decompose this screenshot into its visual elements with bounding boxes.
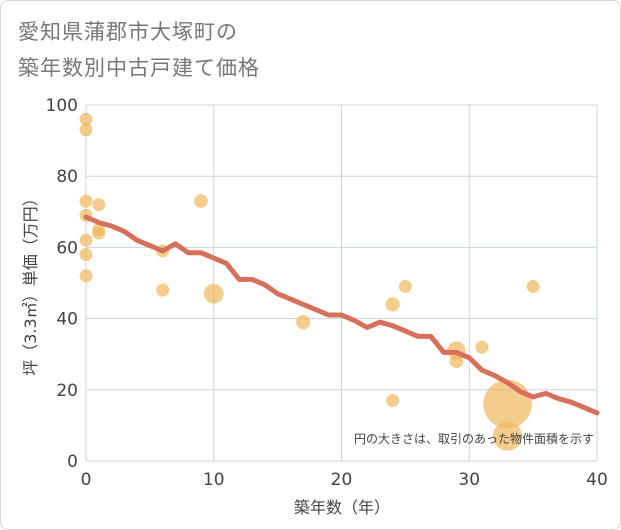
x-tick-label: 20 (331, 470, 353, 490)
chart-title: 愛知県蒲郡市大塚町の 築年数別中古戸建て価格 (18, 14, 260, 86)
data-point (526, 280, 540, 294)
x-tick-label: 30 (458, 470, 480, 490)
y-tick-label: 80 (56, 167, 78, 187)
data-points (79, 112, 540, 451)
data-point (194, 194, 208, 208)
y-tick-label: 60 (56, 238, 78, 258)
size-note: 円の大きさは、取引のあった物件面積を示す (354, 431, 594, 446)
y-tick-label: 40 (56, 310, 78, 330)
data-point (79, 112, 93, 126)
y-axis-label: 坪（3.3㎡）単価（万円） (21, 190, 40, 375)
chart-title-line2: 築年数別中古戸建て価格 (18, 56, 260, 80)
data-point (483, 379, 532, 429)
y-tick-label: 100 (46, 96, 78, 116)
trend-line (83, 214, 600, 416)
data-point (386, 393, 400, 407)
data-point (79, 123, 93, 137)
x-axis-label: 築年数（年） (294, 498, 390, 517)
data-point (79, 194, 93, 208)
data-point (156, 283, 170, 297)
y-tick-label: 20 (56, 381, 78, 401)
data-point (398, 280, 412, 294)
data-point (475, 340, 489, 354)
chart-title-line1: 愛知県蒲郡市大塚町の (18, 20, 238, 44)
data-point (203, 283, 224, 304)
x-tick-label: 0 (81, 470, 92, 490)
data-point (385, 297, 400, 312)
data-point (493, 421, 523, 451)
data-point (449, 354, 464, 369)
data-point (79, 233, 93, 247)
data-point (79, 248, 93, 262)
y-tick-label: 0 (67, 452, 78, 472)
x-tick-label: 10 (203, 470, 225, 490)
data-point (296, 315, 311, 330)
x-tick-label: 40 (586, 470, 608, 490)
data-point (92, 226, 106, 240)
data-point (92, 198, 106, 212)
grid-lines (85, 104, 598, 462)
axis-ticks: 0 10 20 30 40 0 20 40 60 80 100 (46, 96, 608, 490)
data-point (79, 269, 93, 283)
